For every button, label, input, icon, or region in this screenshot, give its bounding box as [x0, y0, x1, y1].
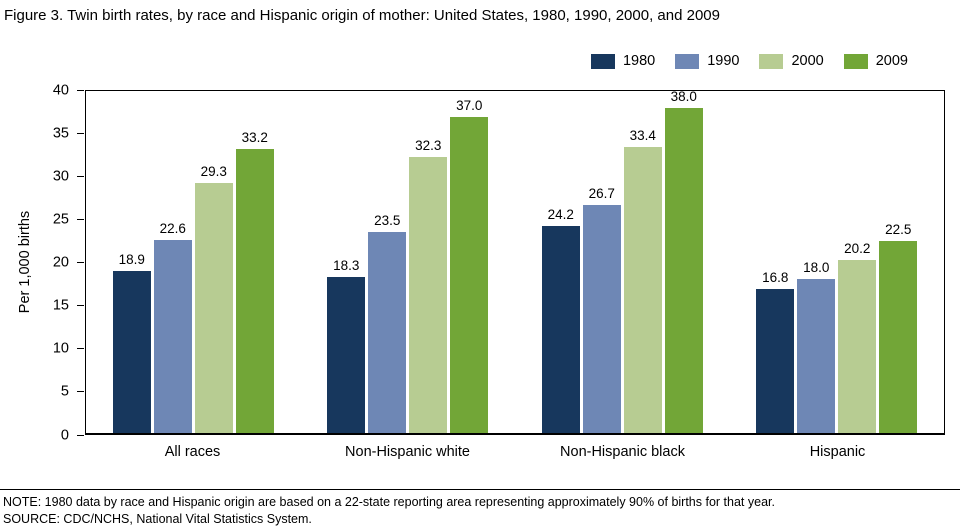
y-axis: 0 5 10 15 20 25 30 35 40 — [0, 83, 85, 442]
footer-divider — [0, 489, 960, 490]
y-tick-label: 35 — [52, 124, 69, 141]
x-axis-labels: All races Non-Hispanic white Non-Hispanic … — [85, 444, 945, 460]
plot-area: 18.9 22.6 29.3 33.2 18.3 23.5 32.3 37.0 24.2 26.7… — [86, 89, 945, 433]
bar-value-label: 38.0 — [670, 89, 697, 105]
legend-item-2000: 2000 — [759, 53, 824, 69]
y-tick-label: 5 — [60, 383, 69, 400]
y-tick-mark — [77, 89, 84, 91]
bar-value-label: 20.2 — [844, 241, 871, 257]
bar-value-label: 22.6 — [159, 220, 186, 236]
legend-item-1980: 1980 — [590, 53, 656, 69]
bar-non-hispanic-white-1990: 23.5 — [368, 213, 407, 433]
bar-hispanic-1980: 16.8 — [756, 270, 795, 433]
bar-value-label: 33.2 — [241, 130, 268, 146]
bar-hispanic-2009: 22.5 — [879, 222, 918, 433]
y-tick-mark — [77, 132, 84, 134]
bar-non-hispanic-black-2009: 38.0 — [664, 89, 703, 433]
y-tick-label: 10 — [52, 340, 69, 357]
figure-title: Figure 3. Twin birth rates, by race and … — [4, 7, 720, 24]
bar-value-label: 32.3 — [415, 137, 442, 153]
bar-all-races-2000: 29.3 — [194, 164, 233, 433]
bar-non-hispanic-white-2009: 37.0 — [450, 98, 489, 433]
bar-value-label: 23.5 — [374, 213, 401, 229]
y-tick-mark — [77, 434, 84, 436]
y-tick-mark — [77, 218, 84, 220]
y-tick-label: 20 — [52, 254, 69, 271]
x-category-label-all-races: All races — [164, 444, 221, 460]
y-tick-label: 25 — [52, 211, 69, 228]
bar-value-label: 22.5 — [885, 221, 912, 237]
bar-value-label: 33.4 — [629, 128, 656, 144]
plot-frame: 18.9 22.6 29.3 33.2 18.3 23.5 32.3 37.0 24.2 26.7… — [85, 89, 945, 435]
legend-item-2009: 2009 — [843, 53, 908, 69]
legend-label-1980: 1980 — [622, 53, 656, 69]
legend-label-2009: 2009 — [875, 53, 908, 69]
bar-value-label: 26.7 — [588, 185, 615, 201]
bar-hispanic-2000: 20.2 — [838, 241, 877, 433]
bar-all-races-1980: 18.9 — [112, 252, 151, 433]
bar-non-hispanic-black-2000: 33.4 — [623, 128, 662, 433]
bar-hispanic-1990: 18.0 — [797, 260, 836, 433]
legend-item-1990: 1990 — [675, 53, 739, 69]
y-tick-label: 15 — [52, 297, 69, 314]
x-category-label-hispanic: Hispanic — [809, 444, 866, 460]
legend-swatch-1980 — [590, 53, 615, 69]
bar-group-all-races: 18.9 22.6 29.3 33.2 — [86, 91, 301, 433]
bar-group-hispanic: 16.8 18.0 20.2 22.5 — [730, 91, 945, 433]
bar-group-non-hispanic-black: 24.2 26.7 33.4 38.0 — [515, 89, 730, 433]
y-tick-label: 40 — [52, 81, 69, 98]
legend-swatch-2000 — [759, 53, 784, 69]
legend-label-2000: 2000 — [791, 53, 824, 69]
y-tick-mark — [77, 348, 84, 350]
bar-value-label: 18.0 — [803, 260, 830, 276]
bar-non-hispanic-black-1990: 26.7 — [582, 186, 621, 433]
bar-value-label: 24.2 — [547, 207, 574, 223]
source-text: SOURCE: CDC/NCHS, National Vital Statist… — [3, 512, 312, 526]
bar-non-hispanic-white-1980: 18.3 — [327, 258, 366, 433]
y-tick-mark — [77, 391, 84, 393]
y-tick-mark — [77, 175, 84, 177]
bar-all-races-1990: 22.6 — [153, 221, 192, 433]
bar-all-races-2009: 33.2 — [235, 130, 274, 433]
bar-non-hispanic-white-2000: 32.3 — [409, 138, 448, 433]
x-category-label-non-hispanic-black: Non-Hispanic black — [560, 444, 685, 460]
bar-group-non-hispanic-white: 18.3 23.5 32.3 37.0 — [301, 91, 516, 433]
y-tick-mark — [77, 305, 84, 307]
legend-swatch-2009 — [843, 53, 868, 69]
legend: 1980 1990 2000 2009 — [590, 53, 908, 69]
bar-non-hispanic-black-1980: 24.2 — [541, 207, 580, 433]
y-tick-label: 0 — [60, 426, 69, 443]
y-tick-label: 30 — [52, 168, 69, 184]
bar-value-label: 37.0 — [456, 97, 483, 113]
bar-value-label: 18.9 — [118, 252, 145, 268]
bar-value-label: 18.3 — [333, 257, 360, 273]
legend-label-1990: 1990 — [707, 53, 740, 69]
y-tick-mark — [77, 262, 84, 263]
note-text: NOTE: 1980 data by race and Hispanic ori… — [3, 495, 775, 509]
x-category-label-non-hispanic-white: Non-Hispanic white — [345, 444, 470, 460]
bar-value-label: 16.8 — [762, 270, 789, 286]
legend-swatch-1990 — [675, 53, 700, 69]
bar-value-label: 29.3 — [200, 163, 227, 179]
